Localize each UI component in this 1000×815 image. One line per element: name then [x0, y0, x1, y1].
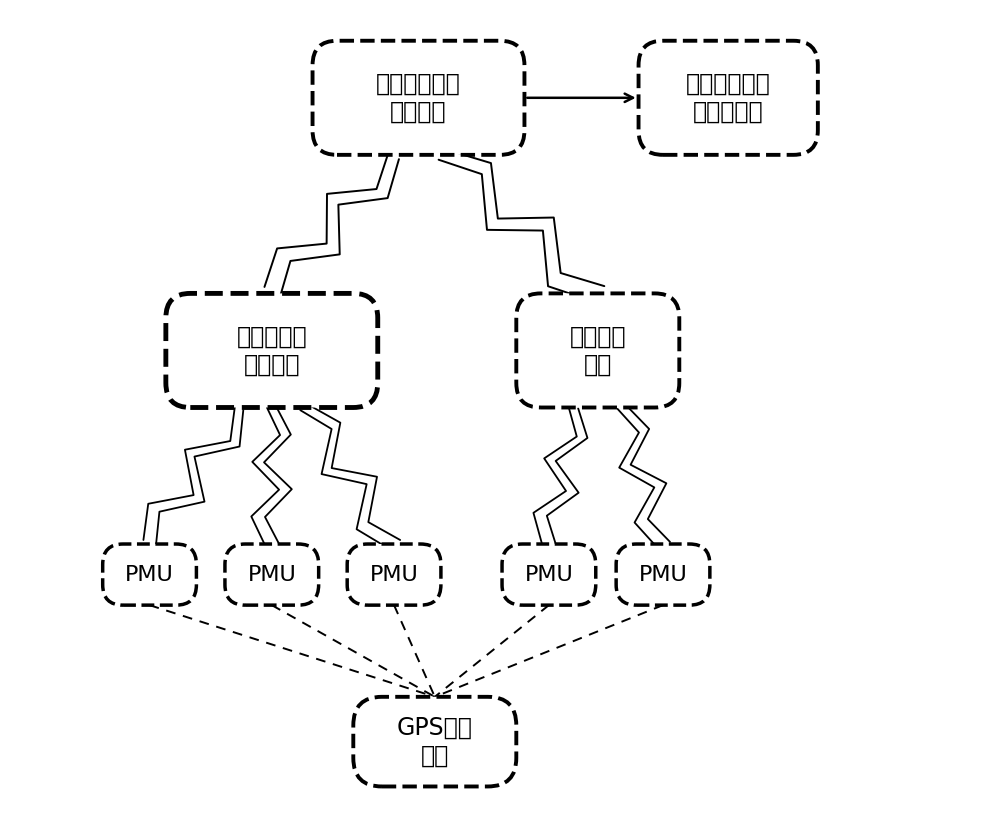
FancyBboxPatch shape	[347, 544, 441, 605]
FancyBboxPatch shape	[516, 293, 679, 408]
FancyBboxPatch shape	[313, 41, 524, 155]
FancyBboxPatch shape	[103, 544, 196, 605]
Text: PMU: PMU	[525, 565, 573, 584]
Text: 数据集中器
（主站）: 数据集中器 （主站）	[236, 324, 307, 377]
Text: PMU: PMU	[370, 565, 418, 584]
Text: PMU: PMU	[125, 565, 174, 584]
Text: GPS同步
时钟: GPS同步 时钟	[397, 716, 473, 768]
Text: 分析中心站高
级应用系统: 分析中心站高 级应用系统	[686, 72, 771, 124]
FancyBboxPatch shape	[353, 697, 516, 786]
Text: PMU: PMU	[247, 565, 296, 584]
Text: PMU: PMU	[639, 565, 687, 584]
FancyBboxPatch shape	[502, 544, 596, 605]
FancyBboxPatch shape	[166, 293, 378, 408]
Text: 地区级中
心站: 地区级中 心站	[570, 324, 626, 377]
FancyBboxPatch shape	[639, 41, 818, 155]
FancyBboxPatch shape	[616, 544, 710, 605]
Text: 全网调度中心
（主站）: 全网调度中心 （主站）	[376, 72, 461, 124]
FancyBboxPatch shape	[225, 544, 319, 605]
